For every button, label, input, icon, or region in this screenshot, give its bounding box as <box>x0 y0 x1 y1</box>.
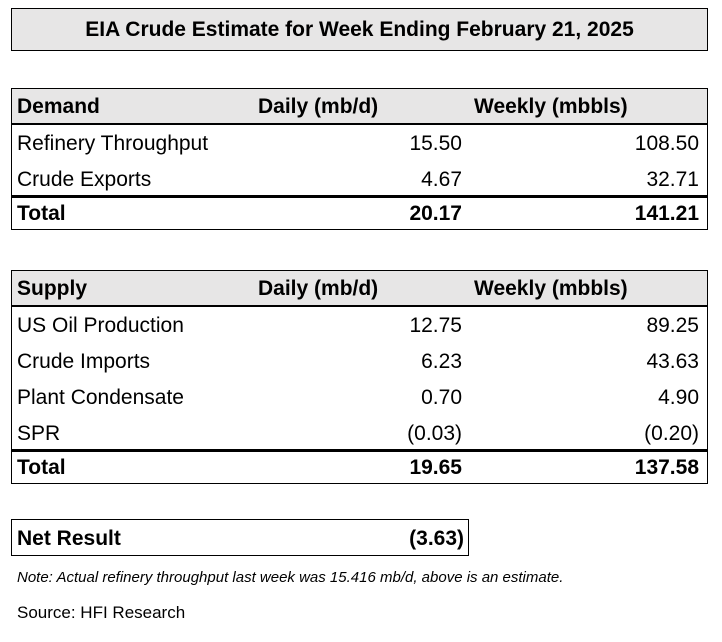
table-box <box>11 270 708 484</box>
row-daily: 12.75 <box>409 314 462 337</box>
row-weekly: 108.50 <box>634 132 699 155</box>
total-weekly: 141.21 <box>634 202 699 225</box>
total-daily: 19.65 <box>409 456 462 479</box>
row-label: Refinery Throughput <box>17 132 209 155</box>
total-label: Total <box>17 202 66 225</box>
total-divider <box>11 195 708 198</box>
title-box <box>11 8 708 51</box>
row-daily: (0.03) <box>407 422 462 445</box>
row-weekly: 43.63 <box>646 350 699 373</box>
row-label: US Oil Production <box>17 314 184 337</box>
row-weekly: 32.71 <box>646 168 699 191</box>
header-divider <box>11 305 708 307</box>
source: Source: HFI Research <box>17 603 186 622</box>
total-divider <box>11 449 708 452</box>
row-label: Crude Imports <box>17 350 151 373</box>
total-weekly: 137.58 <box>634 456 699 479</box>
row-daily: 4.67 <box>421 168 462 191</box>
total-daily: 20.17 <box>409 202 462 225</box>
column-header: Demand <box>17 95 100 118</box>
net-result-label: Net Result <box>17 527 121 550</box>
row-weekly: 89.25 <box>646 314 699 337</box>
header-divider <box>11 123 708 125</box>
row-weekly: (0.20) <box>644 422 699 445</box>
title: EIA Crude Estimate for Week Ending Febru… <box>85 18 634 41</box>
row-daily: 15.50 <box>409 132 462 155</box>
row-daily: 0.70 <box>421 386 462 409</box>
header-row <box>11 270 708 306</box>
net-result-value: (3.63) <box>409 527 464 550</box>
row-weekly: 4.90 <box>658 386 699 409</box>
column-header: Supply <box>17 277 88 300</box>
row-label: Crude Exports <box>17 168 152 191</box>
column-header: Weekly (mbbls) <box>474 95 628 118</box>
net-result-box <box>11 519 469 556</box>
row-label: Plant Condensate <box>17 386 184 409</box>
row-label: SPR <box>17 422 61 445</box>
note: Note: Actual refinery throughput last we… <box>17 569 564 586</box>
table-box <box>11 88 708 230</box>
row-daily: 6.23 <box>421 350 462 373</box>
total-label: Total <box>17 456 66 479</box>
column-header: Weekly (mbbls) <box>474 277 628 300</box>
column-header: Daily (mb/d) <box>258 95 379 118</box>
column-header: Daily (mb/d) <box>258 277 379 300</box>
